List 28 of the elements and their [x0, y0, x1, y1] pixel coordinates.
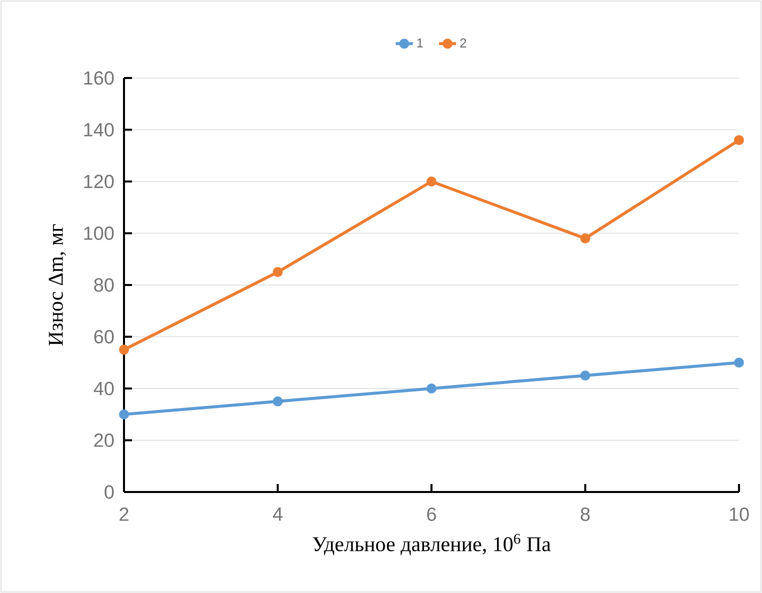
- x-tick-label: 10: [730, 508, 749, 521]
- point: [580, 233, 590, 244]
- point: [272, 396, 283, 406]
- y-tick-label: 140: [84, 123, 114, 136]
- x-tick-label: 4: [272, 508, 282, 521]
- x-axis-title: Удельное давление, 10$^{6}$ Па: [312, 534, 551, 556]
- x-tick-label: 2: [120, 508, 128, 521]
- legend-label: 1: [417, 38, 423, 48]
- y-tick-label: 160: [84, 71, 114, 85]
- y-tick-label: 100: [84, 226, 114, 240]
- y-tick-label: 80: [94, 278, 114, 292]
- point: [119, 409, 130, 420]
- point: [734, 135, 744, 146]
- y-tick-label: 60: [94, 330, 114, 344]
- point: [426, 176, 436, 186]
- y-tick-label: 40: [94, 382, 114, 396]
- x-tick-label: 8: [580, 508, 590, 521]
- y-tick-label: 0: [104, 485, 114, 499]
- point: [734, 358, 744, 368]
- y-tick-label: 120: [84, 174, 114, 188]
- point: [272, 267, 283, 278]
- legend-label: 2: [460, 38, 466, 48]
- y-axis-title: Износ Δm, мг: [48, 224, 66, 346]
- y-tick-label: 20: [94, 434, 114, 447]
- point: [426, 383, 436, 394]
- point: [580, 370, 590, 381]
- point: [119, 344, 130, 355]
- x-tick-label: 6: [427, 508, 436, 521]
